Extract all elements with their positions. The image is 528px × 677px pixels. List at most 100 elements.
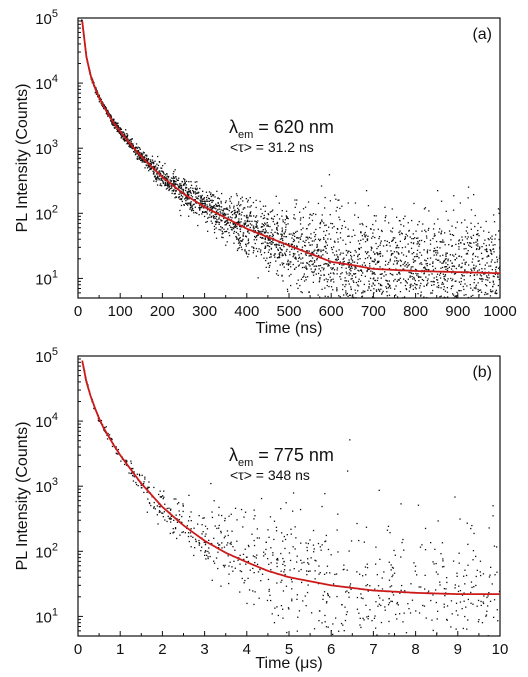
data-point — [194, 191, 196, 193]
data-point — [284, 231, 286, 233]
data-point — [207, 550, 209, 553]
data-point — [496, 571, 498, 573]
data-point — [249, 214, 251, 216]
data-point — [379, 283, 382, 286]
data-point — [247, 199, 249, 201]
data-point — [484, 291, 487, 294]
data-point — [158, 510, 161, 512]
data-point — [318, 268, 320, 270]
data-point — [111, 122, 113, 124]
data-point — [369, 585, 371, 587]
data-point — [122, 131, 124, 133]
data-point — [493, 251, 495, 253]
data-point — [241, 248, 243, 251]
data-point — [432, 561, 434, 563]
data-point — [172, 532, 174, 534]
data-point — [280, 248, 282, 250]
data-point — [358, 539, 360, 542]
data-point — [295, 266, 297, 269]
data-point — [497, 267, 500, 269]
data-point — [470, 272, 472, 274]
data-point — [125, 135, 127, 138]
data-point — [390, 600, 392, 602]
data-point — [477, 222, 479, 225]
data-point — [486, 249, 488, 251]
data-point — [155, 165, 157, 167]
data-point — [477, 288, 479, 291]
data-point — [179, 198, 181, 200]
data-point — [262, 242, 264, 244]
data-point — [261, 573, 264, 575]
data-point — [245, 245, 247, 247]
data-point — [253, 215, 255, 217]
data-point — [388, 633, 390, 635]
data-point — [290, 273, 292, 276]
data-point — [281, 262, 283, 264]
data-point — [321, 288, 323, 290]
data-point — [416, 249, 419, 251]
data-point — [213, 231, 216, 234]
data-point — [234, 507, 237, 509]
data-point — [417, 240, 419, 243]
data-point — [263, 225, 265, 227]
data-point — [158, 179, 160, 181]
data-point — [142, 161, 145, 163]
data-point — [301, 248, 303, 251]
data-point — [297, 616, 299, 618]
data-point — [389, 586, 391, 588]
data-point — [327, 626, 329, 628]
data-point — [229, 198, 231, 200]
data-point — [191, 204, 193, 206]
data-point — [186, 203, 188, 205]
data-point — [181, 531, 183, 534]
data-point — [440, 287, 442, 289]
data-point — [420, 239, 423, 242]
data-point — [254, 226, 257, 228]
data-point — [357, 254, 359, 256]
data-point — [168, 507, 170, 509]
data-point — [267, 213, 269, 215]
data-point — [390, 250, 392, 252]
data-point — [465, 294, 467, 296]
data-point — [290, 261, 292, 263]
data-point — [395, 257, 398, 259]
data-point — [276, 562, 278, 564]
data-point — [276, 228, 278, 230]
data-point — [128, 139, 131, 142]
data-point — [345, 280, 347, 282]
data-point — [490, 265, 492, 267]
data-point — [322, 254, 324, 256]
data-point — [478, 619, 480, 621]
data-point — [237, 238, 240, 241]
data-point — [401, 233, 403, 235]
data-point — [224, 221, 226, 223]
data-point — [434, 267, 437, 270]
data-point — [142, 151, 145, 153]
data-point — [205, 196, 208, 199]
data-point — [350, 251, 352, 253]
data-point — [408, 250, 410, 252]
data-point — [263, 217, 266, 219]
data-point — [341, 225, 343, 227]
data-point — [498, 212, 500, 214]
data-point — [242, 526, 244, 528]
data-point — [495, 266, 497, 269]
data-point — [285, 229, 287, 231]
data-point — [126, 461, 128, 463]
data-point — [254, 561, 256, 564]
data-point — [209, 555, 211, 558]
data-point — [463, 279, 465, 281]
data-point — [211, 542, 213, 545]
data-point — [476, 248, 478, 250]
data-point — [263, 551, 265, 553]
data-point — [489, 237, 492, 239]
data-point — [337, 238, 339, 240]
data-point — [116, 122, 118, 125]
data-point — [425, 276, 427, 278]
data-point — [213, 537, 215, 539]
data-point — [366, 238, 368, 240]
data-point — [372, 223, 374, 226]
data-point — [366, 239, 369, 242]
data-point — [155, 173, 158, 175]
data-point — [336, 231, 338, 234]
